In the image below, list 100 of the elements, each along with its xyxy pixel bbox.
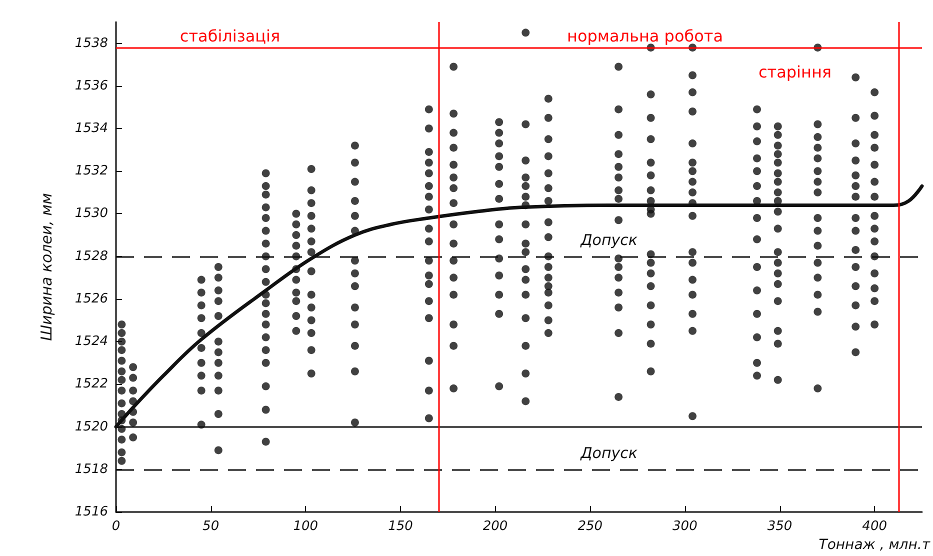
point	[262, 226, 270, 235]
point	[118, 329, 126, 338]
point	[614, 130, 623, 139]
point	[450, 144, 458, 152]
y-tick-label: 1534	[74, 121, 108, 136]
annotation: старіння	[758, 62, 832, 82]
point	[688, 258, 697, 267]
point	[262, 203, 270, 212]
point	[307, 267, 316, 276]
point	[307, 224, 316, 233]
point	[424, 356, 433, 365]
x-tick-label: 200	[482, 519, 508, 534]
point	[522, 276, 530, 284]
point	[424, 105, 433, 114]
point	[262, 278, 270, 286]
point	[814, 226, 822, 235]
point	[214, 348, 222, 356]
point	[870, 130, 879, 139]
point	[307, 316, 316, 324]
point	[350, 158, 359, 167]
point	[118, 399, 126, 408]
point	[870, 284, 879, 292]
point	[495, 118, 504, 126]
point	[450, 199, 458, 208]
point	[753, 122, 762, 130]
point	[350, 269, 359, 278]
point	[292, 231, 300, 240]
point	[614, 263, 623, 271]
point	[688, 248, 697, 256]
point	[424, 205, 433, 214]
point	[774, 208, 782, 216]
point	[118, 356, 126, 365]
point	[307, 248, 316, 256]
point	[197, 314, 206, 322]
annotation: стабілізація	[180, 26, 280, 46]
point	[350, 178, 359, 186]
point	[450, 240, 458, 248]
point	[424, 237, 433, 246]
point	[870, 144, 879, 152]
point	[495, 272, 504, 280]
point	[614, 254, 623, 262]
point	[852, 171, 860, 180]
point	[118, 346, 126, 354]
point	[814, 308, 822, 316]
point	[774, 326, 782, 335]
point	[753, 137, 762, 146]
point	[646, 171, 655, 180]
point	[688, 107, 697, 116]
point	[292, 210, 300, 218]
point	[646, 186, 655, 194]
point	[753, 154, 762, 162]
point	[197, 288, 206, 297]
point	[774, 224, 782, 233]
point	[350, 320, 359, 329]
point	[495, 194, 504, 203]
point	[118, 436, 126, 444]
point	[646, 210, 655, 218]
point	[544, 114, 552, 122]
point	[614, 288, 623, 297]
point	[870, 192, 879, 201]
point	[852, 156, 860, 164]
point	[688, 188, 697, 196]
point	[424, 148, 433, 156]
point	[753, 333, 762, 342]
point	[688, 412, 697, 420]
point	[852, 226, 860, 235]
point	[852, 182, 860, 190]
point	[522, 342, 530, 350]
point	[129, 363, 138, 372]
point	[852, 139, 860, 148]
point	[544, 263, 552, 271]
y-tick-label: 1516	[74, 504, 108, 520]
point	[424, 124, 433, 133]
point	[197, 358, 206, 367]
point	[614, 186, 623, 194]
point	[688, 139, 697, 148]
point	[495, 139, 504, 148]
point	[646, 301, 655, 310]
y-tick-label: 1532	[74, 164, 108, 179]
point	[753, 358, 762, 367]
point	[688, 276, 697, 284]
point	[646, 258, 655, 267]
point	[214, 410, 222, 418]
point	[814, 188, 822, 196]
point	[774, 280, 782, 288]
point	[870, 269, 879, 278]
point	[688, 212, 697, 220]
point	[197, 276, 206, 284]
point	[774, 169, 782, 178]
point	[522, 182, 530, 190]
point	[774, 178, 782, 186]
point	[214, 312, 222, 320]
point	[522, 174, 530, 182]
point	[292, 297, 300, 306]
point	[646, 90, 655, 98]
x-tick-label: 50	[202, 519, 220, 534]
point	[292, 220, 300, 228]
point	[307, 346, 316, 354]
point	[753, 182, 762, 190]
point	[688, 310, 697, 318]
